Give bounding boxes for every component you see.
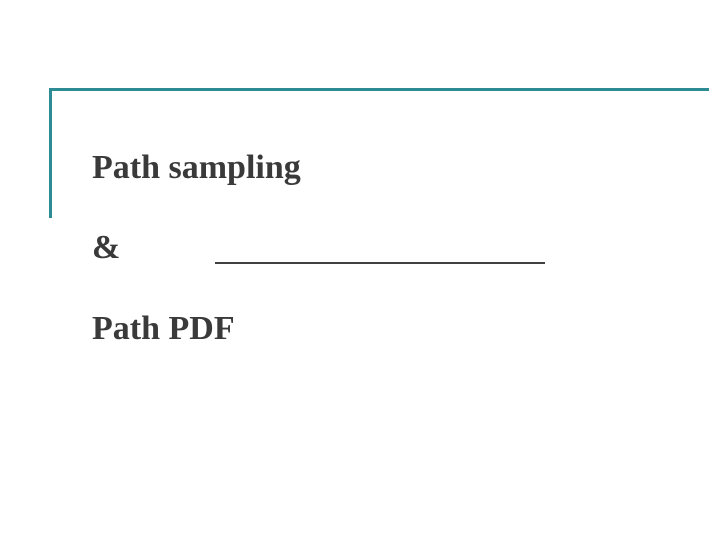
title-underline: [215, 262, 545, 264]
top-vertical-rule: [49, 88, 52, 218]
title-line-1: Path sampling: [92, 149, 301, 186]
slide: Path sampling & Path PDF: [0, 0, 720, 540]
slide-title: Path sampling & Path PDF: [92, 108, 301, 349]
top-horizontal-rule: [49, 88, 709, 91]
title-line-3: Path PDF: [92, 310, 235, 347]
title-line-2: &: [92, 229, 120, 266]
